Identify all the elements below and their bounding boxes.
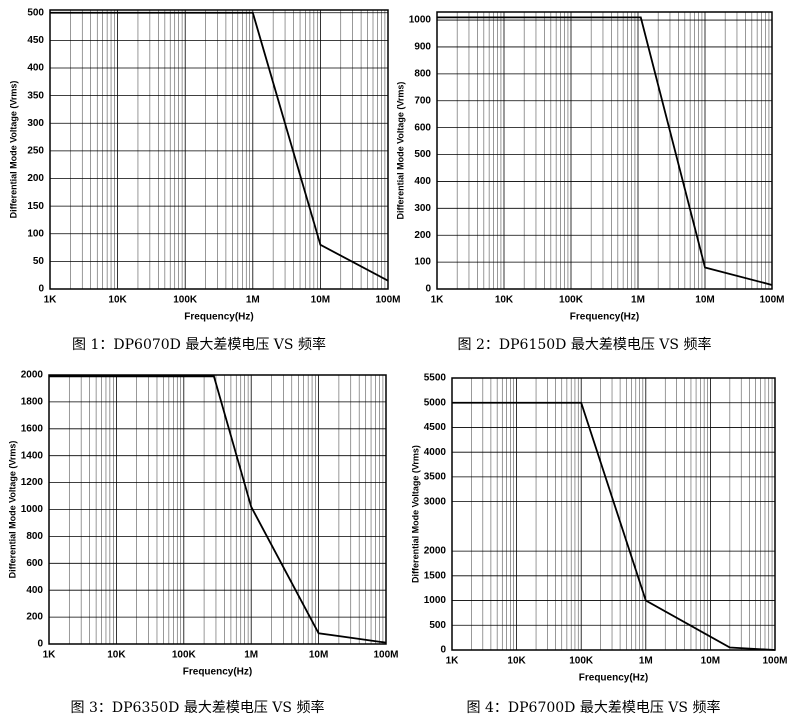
y-tick-label: 450 [27, 35, 44, 46]
x-tick-label: 1M [639, 656, 653, 667]
y-tick-label: 300 [414, 203, 431, 214]
x-axis-label: Frequency(Hz) [184, 312, 253, 323]
y-tick-label: 300 [27, 118, 44, 129]
plot-frame [49, 9, 389, 290]
y-tick-label: 2000 [424, 546, 447, 557]
x-tick-label: 1K [446, 656, 460, 667]
y-tick-label: 200 [26, 612, 43, 623]
x-tick-label: 10M [311, 295, 330, 306]
x-tick-label: 10K [495, 295, 514, 306]
y-tick-label: 0 [425, 284, 431, 295]
y-tick-label: 0 [440, 645, 446, 656]
x-tick-label: 100K [559, 295, 584, 306]
y-tick-label: 100 [414, 257, 431, 268]
x-axis-label: Frequency(Hz) [570, 312, 639, 323]
y-tick-label: 700 [414, 95, 431, 106]
x-tick-label: 10K [107, 650, 126, 661]
caption: 图 4：DP6700D 最大差模电压 VS 频率 [467, 699, 721, 716]
y-tick-label: 1000 [409, 15, 432, 26]
x-tick-label: 10M [701, 656, 720, 667]
x-tick-label: 100K [172, 650, 197, 661]
x-tick-label: 100K [569, 656, 594, 667]
x-tick-label: 100M [762, 656, 787, 667]
x-tick-label: 1K [44, 295, 58, 306]
y-tick-label: 900 [414, 42, 431, 53]
y-tick-label: 1000 [21, 504, 44, 515]
y-tick-label: 500 [429, 620, 446, 631]
x-tick-label: 100M [759, 295, 784, 306]
y-axis-label: Differential Mode Voltage (Vrms) [7, 441, 17, 579]
x-tick-label: 10K [108, 295, 127, 306]
data-line [437, 16, 773, 286]
y-tick-label: 150 [27, 201, 44, 212]
data-line [49, 375, 387, 644]
y-tick-label: 1600 [21, 423, 44, 434]
y-tick-label: 0 [37, 639, 43, 650]
x-axis-label: Frequency(Hz) [579, 673, 648, 684]
y-tick-label: 2000 [21, 370, 44, 381]
x-tick-label: 10M [695, 295, 714, 306]
y-tick-label: 3500 [424, 472, 447, 483]
x-axis-label: Frequency(Hz) [183, 667, 252, 678]
x-tick-label: 1M [631, 295, 645, 306]
caption: 图 3：DP6350D 最大差模电压 VS 频率 [71, 699, 325, 716]
y-tick-label: 200 [27, 173, 44, 184]
y-tick-label: 600 [26, 558, 43, 569]
x-tick-label: 1K [431, 295, 445, 306]
y-tick-label: 500 [27, 7, 44, 18]
y-tick-label: 200 [414, 230, 431, 241]
x-tick-label: 100K [173, 295, 198, 306]
y-tick-label: 1000 [424, 595, 447, 606]
y-tick-label: 400 [414, 176, 431, 187]
y-tick-label: 800 [414, 68, 431, 79]
y-tick-label: 500 [414, 149, 431, 160]
y-tick-label: 50 [33, 256, 45, 267]
plot-frame [451, 377, 776, 651]
y-tick-label: 1200 [21, 477, 44, 488]
y-axis-label: Differential Mode Voltage (Vrms) [8, 81, 18, 219]
y-tick-label: 1400 [21, 450, 44, 461]
plot-frame [48, 374, 387, 645]
x-tick-label: 1M [244, 650, 258, 661]
x-tick-label: 1K [43, 650, 57, 661]
y-tick-label: 350 [27, 90, 44, 101]
x-tick-label: 10M [309, 650, 328, 661]
y-tick-label: 100 [27, 228, 44, 239]
y-tick-label: 600 [414, 122, 431, 133]
y-tick-label: 1800 [21, 397, 44, 408]
y-tick-label: 5500 [424, 373, 447, 384]
y-tick-label: 4000 [424, 447, 447, 458]
x-tick-label: 100M [373, 650, 398, 661]
y-tick-label: 1500 [424, 570, 447, 581]
plot-frame [436, 11, 773, 290]
y-axis-label: Differential Mode Voltage (Vrms) [395, 82, 405, 220]
y-tick-label: 3000 [424, 496, 447, 507]
y-tick-label: 5000 [424, 397, 447, 408]
x-tick-label: 100M [375, 295, 400, 306]
y-tick-label: 250 [27, 146, 44, 157]
y-axis-label: Differential Mode Voltage (Vrms) [410, 445, 420, 583]
y-tick-label: 800 [26, 531, 43, 542]
data-line [452, 401, 776, 651]
y-tick-label: 0 [38, 284, 44, 295]
data-line [50, 11, 389, 282]
y-tick-label: 400 [26, 585, 43, 596]
x-tick-label: 10K [507, 656, 526, 667]
caption: 图 2：DP6150D 最大差模电压 VS 频率 [458, 336, 712, 353]
x-tick-label: 1M [246, 295, 260, 306]
y-tick-label: 400 [27, 63, 44, 74]
y-tick-label: 4500 [424, 422, 447, 433]
caption: 图 1：DP6070D 最大差模电压 VS 频率 [72, 336, 326, 353]
